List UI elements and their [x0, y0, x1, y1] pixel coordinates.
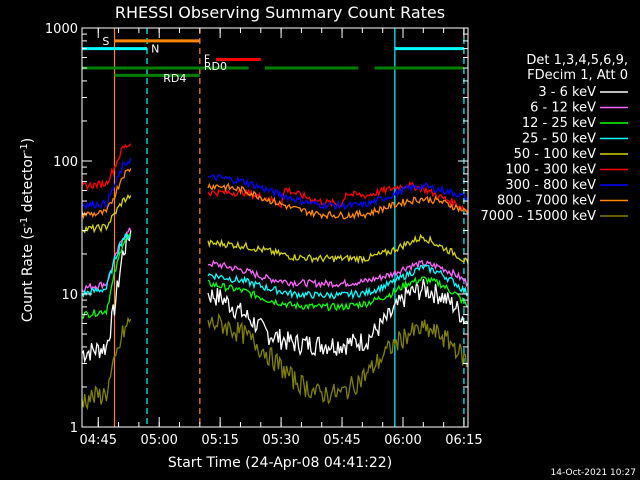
chart-title: RHESSI Observing Summary Count Rates: [115, 3, 445, 22]
series-line-7: [81, 168, 132, 220]
state-label-n: N: [151, 43, 159, 56]
series-line-2: [81, 233, 131, 319]
series-line-0: [81, 230, 132, 364]
state-label-s: S: [102, 35, 109, 48]
series-line-8: [81, 316, 132, 411]
state-label-rd0: RD0: [204, 60, 227, 73]
x-tick-label: 05:00: [140, 433, 177, 448]
y-axis-label: Count Rate (s-1 detector-1): [19, 138, 37, 322]
x-axis-label: Start Time (24-Apr-08 04:41:22): [168, 455, 392, 471]
x-tick-label: 05:15: [201, 433, 238, 448]
series-line-1: [81, 226, 132, 293]
series-line-6: [81, 158, 132, 210]
instrument-state-lines: [113, 28, 465, 427]
series-line-5: [81, 143, 132, 191]
plot-frame: [81, 27, 469, 428]
x-tick-label: 05:30: [262, 433, 299, 448]
series-line-7: [207, 182, 469, 221]
legend-header-line-1: Det 1,3,4,5,6,9,: [526, 53, 628, 68]
legend: Det 1,3,4,5,6,9, FDecim 1, Att 0 3 - 6 k…: [481, 53, 628, 224]
y-axis-label-part-3: detector: [20, 153, 36, 217]
axes: 1 10 100 1000 04:45 05:00 05:15 05:30 05:45 06:00…: [45, 22, 483, 448]
y-axis-label-part-1: Count Rate (s: [20, 227, 36, 322]
footer-date: 14-Oct-2021 10:27: [551, 468, 636, 478]
legend-label-6: 300 - 800 keV: [505, 178, 596, 193]
y-tick-label: 1: [70, 421, 78, 436]
legend-header-line-2: FDecim 1, Att 0: [527, 68, 628, 83]
series-group: [81, 143, 469, 411]
x-tick-label: 06:15: [445, 433, 482, 448]
y-tick-label: 1000: [45, 22, 78, 37]
x-tick-label: 06:00: [384, 433, 421, 448]
legend-label-4: 50 - 100 keV: [514, 147, 597, 162]
legend-label-8: 7000 - 15000 keV: [481, 209, 597, 224]
state-label-f: F: [204, 52, 210, 65]
series-line-3: [81, 233, 132, 298]
x-tick-label: 05:45: [323, 433, 360, 448]
series-line-4: [207, 233, 469, 265]
series-line-1: [207, 259, 469, 289]
series-line-6: [207, 174, 469, 211]
legend-label-2: 12 - 25 keV: [522, 116, 596, 131]
state-label-rd4: RD4: [163, 72, 186, 85]
y-axis-label-part-2: -1: [19, 217, 30, 227]
series-line-8: [207, 312, 469, 405]
y-axis-label-part-4: -1: [19, 143, 30, 153]
series-line-2: [207, 276, 469, 312]
legend-label-0: 3 - 6 keV: [538, 85, 596, 100]
x-tick-label: 04:45: [80, 433, 117, 448]
y-axis-label-part-5: ): [20, 138, 36, 143]
legend-label-7: 800 - 7000 keV: [497, 194, 596, 209]
legend-label-1: 6 - 12 keV: [530, 101, 596, 116]
legend-label-5: 100 - 300 keV: [505, 163, 596, 178]
series-line-3: [207, 264, 469, 300]
y-tick-label: 100: [53, 155, 78, 170]
legend-label-3: 25 - 50 keV: [522, 132, 596, 147]
series-line-0: [207, 278, 469, 357]
series-line-4: [81, 193, 132, 234]
y-tick-label: 10: [61, 288, 78, 303]
